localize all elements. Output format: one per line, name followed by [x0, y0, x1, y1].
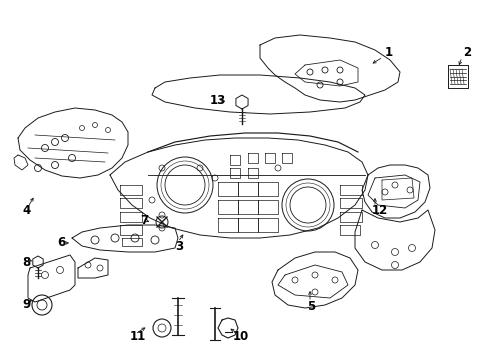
- Text: 4: 4: [22, 203, 30, 216]
- Text: 3: 3: [175, 240, 183, 253]
- Text: 9: 9: [22, 298, 30, 311]
- Text: 12: 12: [371, 203, 387, 216]
- Text: 10: 10: [232, 330, 249, 343]
- Text: 6: 6: [57, 237, 65, 249]
- Text: 13: 13: [209, 94, 226, 107]
- Text: 5: 5: [306, 301, 315, 314]
- Text: 8: 8: [22, 256, 30, 269]
- Text: 7: 7: [140, 213, 148, 226]
- Text: 2: 2: [462, 45, 470, 58]
- Text: 11: 11: [130, 330, 146, 343]
- Text: 1: 1: [384, 45, 392, 58]
